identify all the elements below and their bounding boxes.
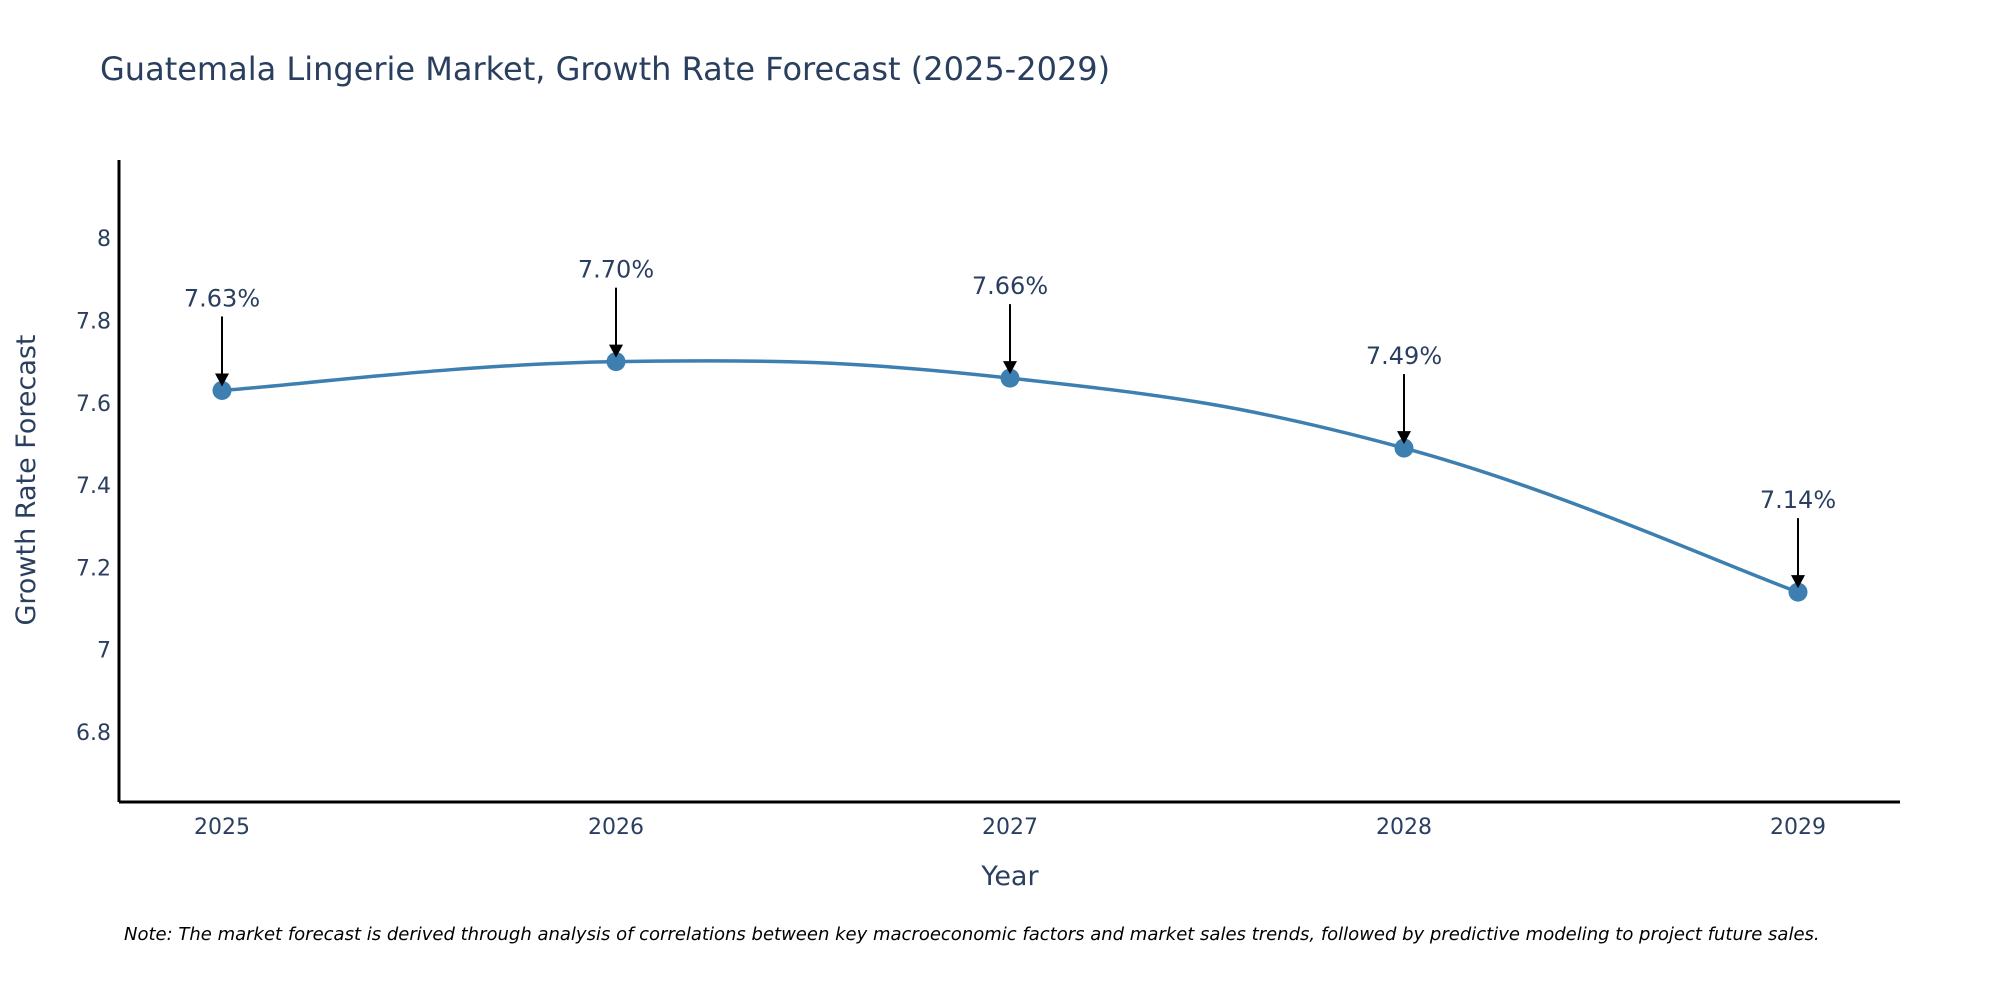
annotation-arrow-head	[1003, 361, 1017, 375]
y-tick-label: 7.8	[76, 310, 111, 335]
data-point	[212, 380, 232, 400]
series-line	[221, 359, 1799, 594]
y-tick-label: 6.8	[76, 721, 111, 746]
annotation-arrow-head	[1397, 431, 1411, 445]
data-point	[1394, 438, 1414, 458]
y-tick-label: 7	[97, 639, 111, 664]
y-tick-label: 7.2	[76, 556, 111, 581]
data-label: 7.66%	[972, 272, 1048, 300]
plot-area: 6.8 7 7.2 7.4 7.6 7.8 8 2025 2026 2027 2028 2029 7…	[76, 160, 1900, 840]
data-point	[1000, 368, 1020, 388]
chart-title: Guatemala Lingerie Market, Growth Rate F…	[100, 50, 1110, 88]
x-tick-label: 2026	[588, 815, 644, 840]
data-markers	[212, 352, 1808, 602]
y-tick-label: 7.4	[76, 474, 111, 499]
data-annotations: 7.63% 7.70% 7.66% 7.49% 7.14%	[184, 256, 1836, 589]
y-axis-title: Growth Rate Forecast	[11, 334, 42, 625]
data-label: 7.63%	[184, 284, 260, 312]
data-point	[1788, 582, 1808, 602]
annotation-arrow-head	[609, 344, 623, 358]
data-point	[606, 352, 626, 372]
annotation-arrow-head	[1791, 575, 1805, 589]
annotation-arrow-head	[215, 373, 229, 387]
x-axis-title: Year	[980, 861, 1039, 892]
footnote: Note: The market forecast is derived thr…	[124, 924, 1820, 945]
y-tick-labels: 6.8 7 7.2 7.4 7.6 7.8 8	[76, 227, 111, 746]
y-tick-label: 7.6	[76, 392, 111, 417]
x-tick-label: 2025	[194, 815, 250, 840]
data-label: 7.70%	[578, 256, 654, 284]
data-label: 7.14%	[1760, 486, 1836, 514]
x-tick-label: 2027	[982, 815, 1038, 840]
data-label: 7.49%	[1366, 342, 1442, 370]
y-tick-label: 8	[97, 227, 111, 252]
x-tick-label: 2028	[1376, 815, 1432, 840]
x-tick-label: 2029	[1770, 815, 1826, 840]
x-tick-labels: 2025 2026 2027 2028 2029	[194, 815, 1826, 840]
